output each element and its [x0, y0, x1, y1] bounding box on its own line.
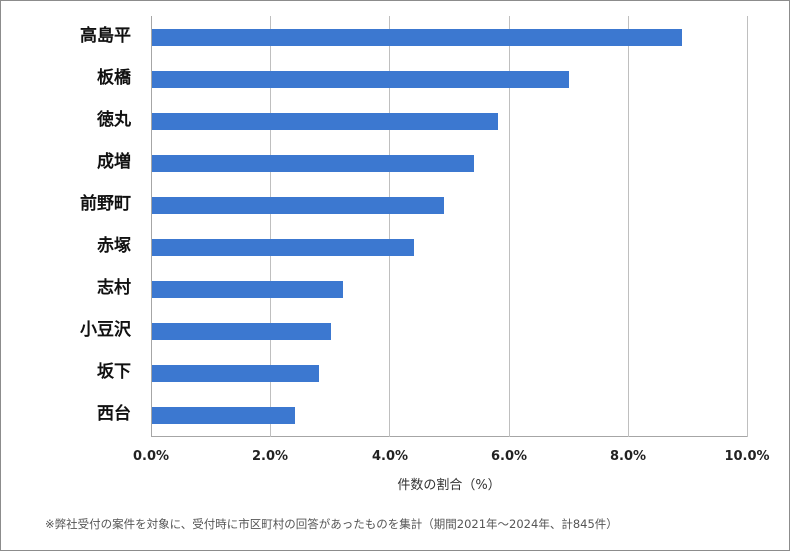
x-tick-label: 2.0%	[251, 449, 289, 464]
x-axis-line	[151, 436, 747, 437]
bar	[152, 113, 498, 130]
x-tick-label: 4.0%	[371, 449, 409, 464]
gridline	[509, 16, 510, 437]
x-tick-label: 0.0%	[132, 449, 170, 464]
category-label: 高島平	[80, 26, 131, 46]
category-label: 赤塚	[97, 236, 131, 256]
bar	[152, 29, 682, 46]
bar	[152, 239, 414, 256]
x-tick-label: 6.0%	[490, 449, 528, 464]
gridline	[270, 16, 271, 437]
category-label: 板橋	[97, 68, 131, 88]
bar	[152, 407, 295, 424]
category-label: 前野町	[80, 194, 131, 214]
category-label: 坂下	[97, 362, 131, 382]
gridline	[628, 16, 629, 437]
category-label: 志村	[97, 278, 131, 298]
category-label: 西台	[97, 404, 131, 424]
x-axis-title: 件数の割合（%）	[397, 478, 501, 493]
bar	[152, 71, 569, 88]
bar	[152, 155, 474, 172]
plot-area	[151, 16, 748, 437]
x-tick-label: 10.0%	[724, 449, 770, 464]
category-label: 徳丸	[97, 110, 131, 130]
gridline	[389, 16, 390, 437]
footnote: ※弊社受付の案件を対象に、受付時に市区町村の回答があったものを集計（期間2021…	[45, 517, 618, 531]
x-tick-label: 8.0%	[609, 449, 647, 464]
bar	[152, 281, 343, 298]
bar	[152, 323, 331, 340]
category-label: 成増	[97, 152, 131, 172]
category-label: 小豆沢	[80, 320, 131, 340]
y-axis-line	[151, 16, 152, 437]
bar	[152, 365, 319, 382]
bar	[152, 197, 444, 214]
gridline	[747, 16, 748, 437]
